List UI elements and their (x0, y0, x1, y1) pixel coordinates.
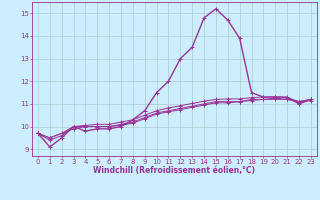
X-axis label: Windchill (Refroidissement éolien,°C): Windchill (Refroidissement éolien,°C) (93, 166, 255, 175)
